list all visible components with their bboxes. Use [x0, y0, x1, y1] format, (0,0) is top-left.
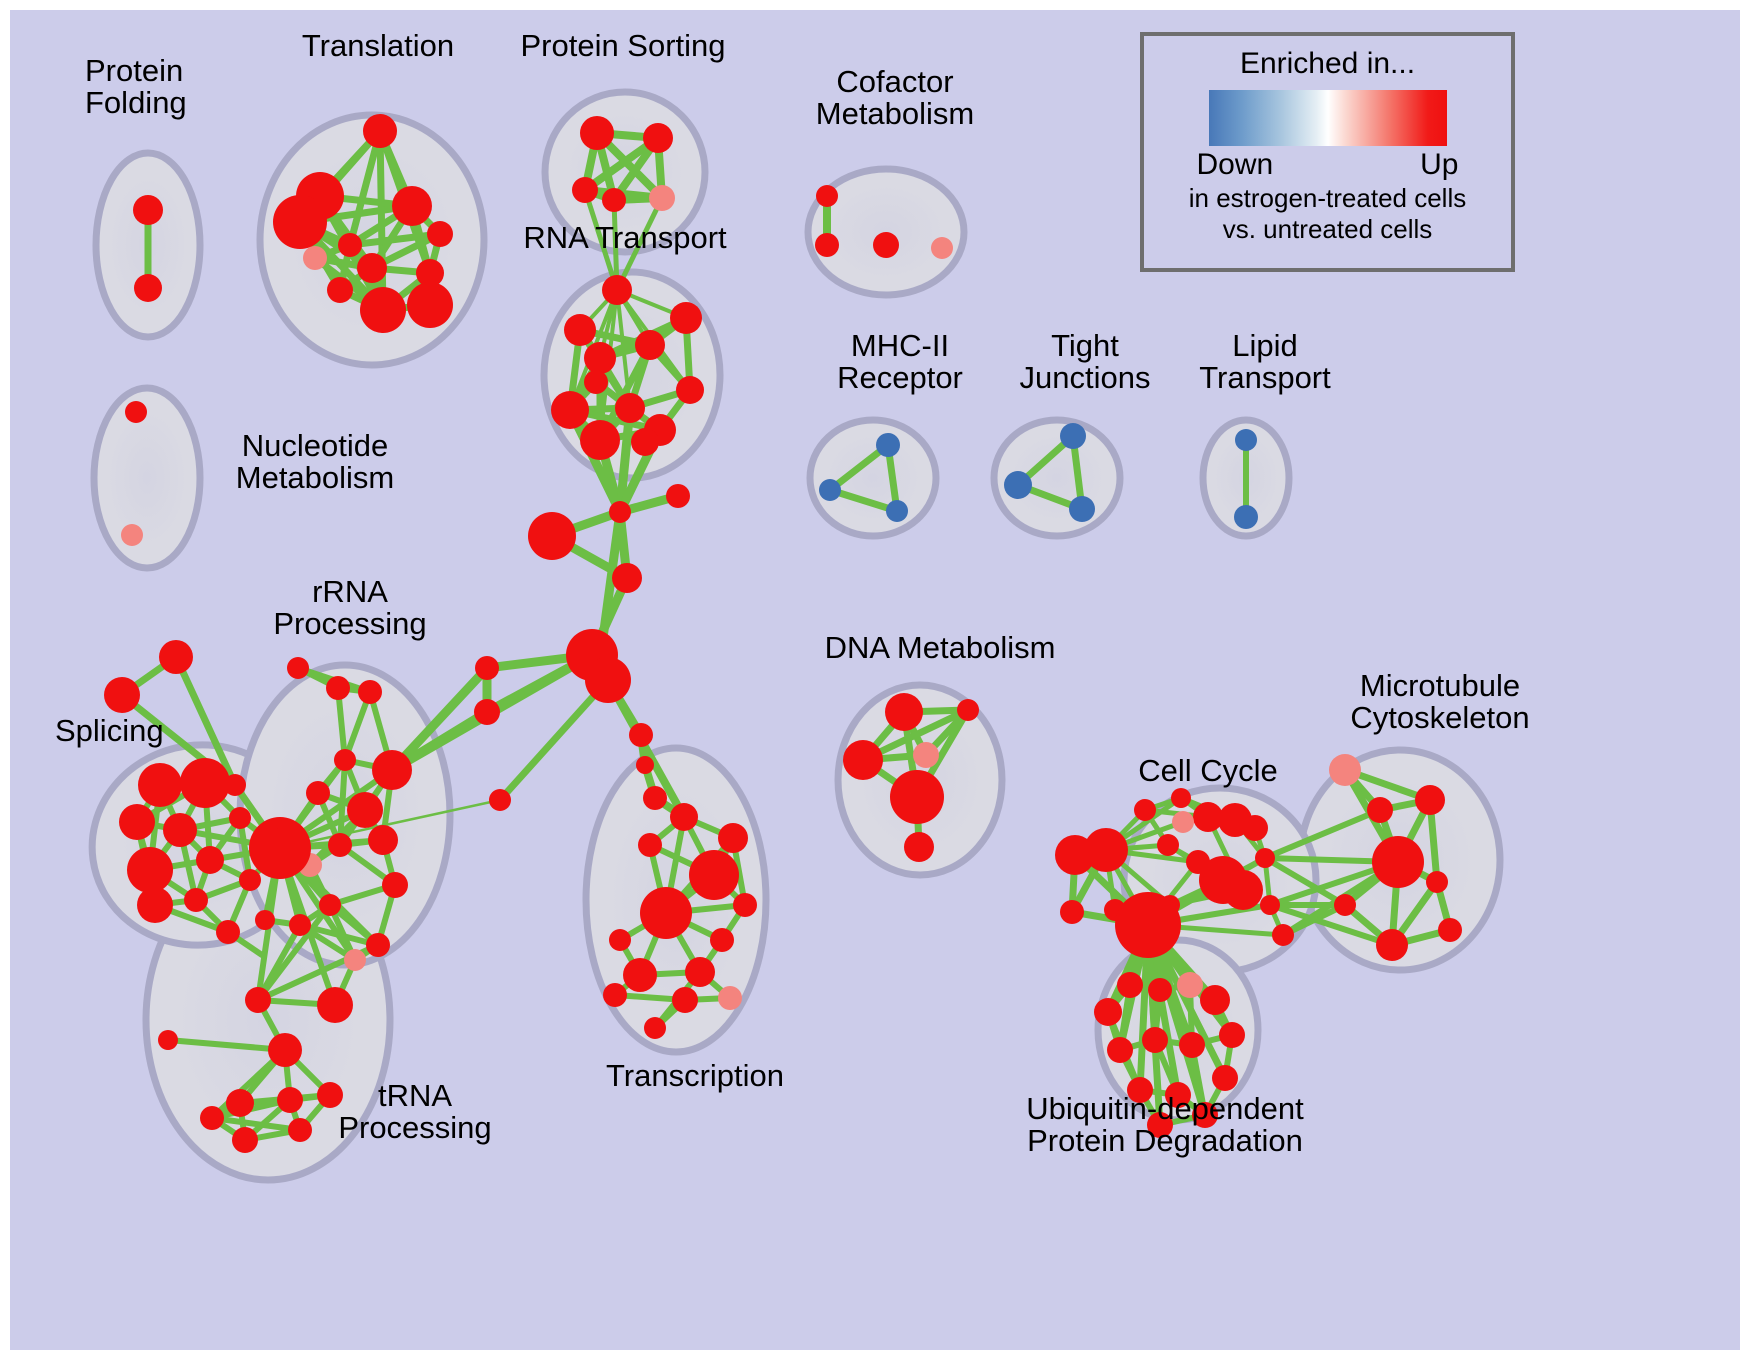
cluster-label-translation: Translation — [301, 28, 455, 63]
cluster-label-transcription: Transcription — [605, 1058, 785, 1093]
cluster-label-tight-junctions: Tight Junctions — [1019, 328, 1151, 395]
cluster-label-rna-transport: RNA Transport — [523, 220, 727, 255]
cluster-label-protein-folding: Protein Folding — [85, 53, 187, 120]
legend-up-label: Up — [1420, 148, 1459, 181]
cluster-label-rrna-processing: rRNA Processing — [273, 574, 427, 641]
legend-color-gradient — [1208, 90, 1447, 146]
cluster-label-ubiquitin-protein-degradation: Ubiquitin-dependent Protein Degradation — [1026, 1091, 1304, 1158]
legend-down-label: Down — [1196, 148, 1274, 181]
hull-mhc-ii-receptor — [806, 416, 940, 540]
hull-nucleotide-metabolism — [90, 384, 204, 572]
legend-subtitle-line1: in estrogen-treated cells — [1188, 183, 1467, 213]
legend-subtitle-line2: vs. untreated cells — [1222, 214, 1433, 245]
legend-title: Enriched in... — [1239, 47, 1416, 80]
legend-endpoints: Down Up — [1197, 148, 1459, 182]
cluster-label-dna-metabolism: DNA Metabolism — [824, 630, 1056, 665]
cluster-label-nucleotide-metabolism: Nucleotide Metabolism — [235, 428, 395, 495]
cluster-label-trna-processing: tRNA Processing — [338, 1078, 492, 1145]
legend-box: Enriched in... Down Up in estrogen-treat… — [1140, 32, 1515, 272]
cluster-label-cell-cycle: Cell Cycle — [1138, 753, 1278, 788]
network-nodes — [104, 114, 1462, 1153]
cluster-label-protein-sorting: Protein Sorting — [520, 28, 726, 63]
cluster-label-mhc-ii-receptor: MHC-II Receptor — [837, 328, 963, 395]
cluster-label-cofactor-metabolism: Cofactor Metabolism — [815, 64, 975, 131]
cluster-label-lipid-transport: Lipid Transport — [1199, 328, 1331, 395]
cluster-label-splicing: Splicing — [55, 713, 164, 748]
cluster-label-microtubule-cytoskeleton: Microtubule Cytoskeleton — [1350, 668, 1530, 735]
